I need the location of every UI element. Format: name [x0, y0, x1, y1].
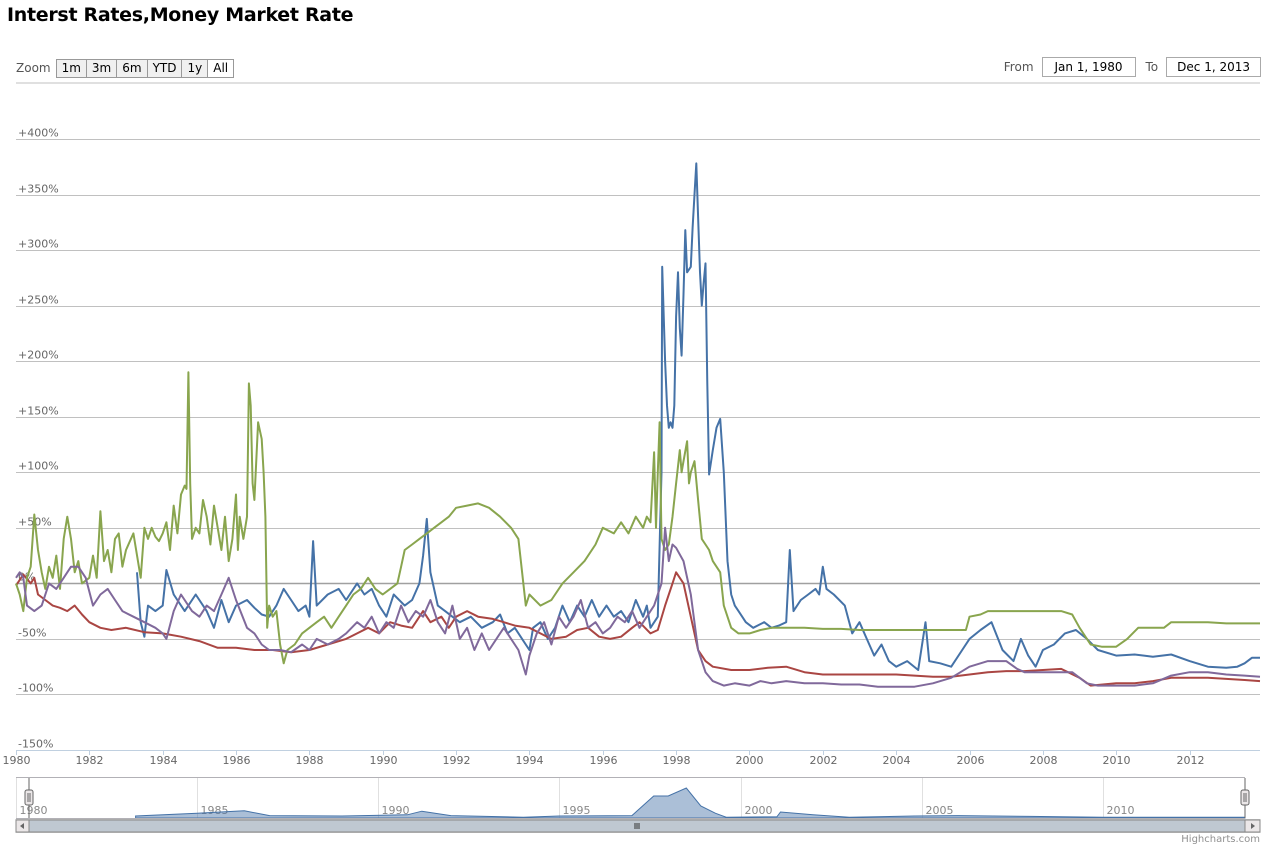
x-tick-label: 1992 — [443, 754, 471, 767]
y-axis-labels: -150%-100%-50%0%+50%+100%+150%+200%+250%… — [18, 127, 59, 751]
zoom-label: Zoom — [16, 61, 51, 75]
x-tick-label: 1998 — [663, 754, 691, 767]
zoom-toolbar: Zoom 1m 3m 6m YTD 1y All — [16, 58, 235, 78]
range-selector: From Jan 1, 1980 To Dec 1, 2013 — [1004, 57, 1261, 77]
x-tick-label: 2006 — [957, 754, 985, 767]
navigator-tick-label: 2005 — [926, 804, 954, 817]
x-tick-label: 1996 — [590, 754, 618, 767]
from-date-input[interactable]: Jan 1, 1980 — [1041, 57, 1136, 77]
from-label: From — [1003, 60, 1034, 74]
navigator-tick-label: 2010 — [1107, 804, 1135, 817]
y-tick-label: -50% — [18, 627, 46, 640]
y-tick-label: +150% — [18, 405, 59, 418]
chart-title: Interst Rates,Money Market Rate — [7, 4, 354, 26]
navigator-left-handle — [24, 789, 34, 806]
x-tick-label: 1990 — [370, 754, 398, 767]
series-lines — [15, 162, 1261, 688]
x-tick-label: 2010 — [1103, 754, 1131, 767]
x-tick-label: 1986 — [223, 754, 251, 767]
navigator-tick-label: 1995 — [563, 804, 591, 817]
x-tick-label: 2002 — [810, 754, 838, 767]
x-tick-label: 1994 — [516, 754, 544, 767]
to-label: To — [1145, 60, 1159, 74]
series-line-2 — [15, 571, 1261, 687]
scroll-right-arrow-icon — [1251, 823, 1255, 829]
y-tick-label: -100% — [18, 682, 53, 695]
x-tick-label: 2004 — [883, 754, 911, 767]
navigator-tick-label: 1980 — [20, 804, 48, 817]
y-tick-label: +100% — [18, 460, 59, 473]
zoom-all-button[interactable]: All — [207, 58, 235, 78]
navigator-tick-label: 1990 — [382, 804, 410, 817]
navigator-tick-label: 2000 — [745, 804, 773, 817]
zoom-ytd-button[interactable]: YTD — [146, 58, 183, 78]
scroll-left-arrow-icon — [20, 823, 24, 829]
x-tick-label: 1984 — [150, 754, 178, 767]
grid-lines — [16, 82, 1260, 751]
series-line-4 — [15, 526, 1261, 688]
x-axis: 1980 1982 1984 1986 1988 1990 1992 1994 1996 1998… — [3, 750, 1260, 767]
y-tick-label: +250% — [18, 294, 59, 307]
y-tick-label: +300% — [18, 238, 59, 251]
x-tick-label: 1982 — [76, 754, 104, 767]
y-tick-label: -150% — [18, 738, 53, 751]
navigator-series-area — [135, 787, 1246, 819]
navigator[interactable]: 1980 1985 1990 1995 2000 2005 2010 — [15, 777, 1261, 833]
y-tick-label: +350% — [18, 183, 59, 196]
x-tick-label: 2012 — [1177, 754, 1205, 767]
series-line-3 — [15, 371, 1260, 665]
y-tick-label: +400% — [18, 127, 59, 140]
navigator-background — [16, 778, 1245, 818]
y-tick-label: +200% — [18, 349, 59, 362]
to-date-input[interactable]: Dec 1, 2013 — [1166, 57, 1261, 77]
navigator-tick-label: 1985 — [201, 804, 229, 817]
x-tick-label: 1988 — [296, 754, 324, 767]
credits-link[interactable]: Highcharts.com — [1181, 834, 1260, 845]
x-tick-label: 1980 — [3, 754, 31, 767]
x-tick-label: 2008 — [1030, 754, 1058, 767]
series-line-1 — [136, 162, 1260, 671]
navigator-right-handle — [1240, 789, 1250, 806]
x-tick-label: 2000 — [736, 754, 764, 767]
